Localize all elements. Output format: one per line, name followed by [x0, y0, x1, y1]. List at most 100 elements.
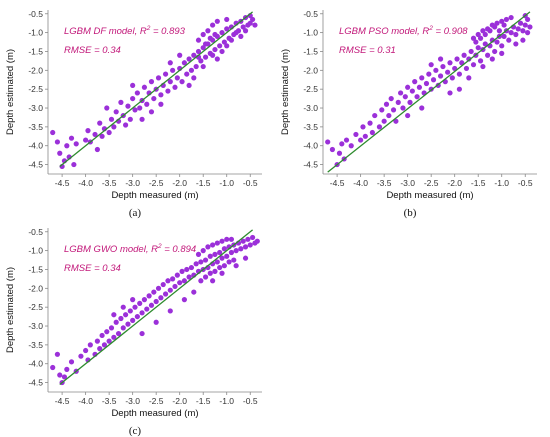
x-tick-label: -4.0: [78, 178, 93, 188]
data-point: [210, 242, 216, 248]
data-point: [489, 56, 495, 62]
data-point: [210, 278, 216, 284]
data-point: [447, 90, 453, 96]
data-point: [499, 43, 505, 49]
y-axis-title: Depth estimated (m): [5, 267, 16, 353]
y-tick-label: -0.5: [28, 227, 43, 237]
data-point: [221, 39, 227, 45]
annotation-r2: LGBM DF model, R2 = 0.893: [64, 25, 186, 37]
y-axis-title: Depth estimated (m): [5, 49, 16, 135]
data-point: [228, 249, 235, 256]
data-point: [151, 95, 157, 102]
data-point: [249, 16, 256, 23]
data-point: [247, 242, 253, 248]
x-tick-label: -3.5: [102, 396, 117, 406]
data-point: [390, 107, 397, 113]
data-point: [494, 39, 500, 45]
y-tick-label: -4.5: [303, 160, 318, 170]
y-tick-label: -3.0: [28, 103, 43, 113]
data-point: [50, 364, 56, 371]
data-point: [167, 308, 173, 314]
data-point: [217, 249, 223, 256]
y-tick-label: -1.0: [28, 246, 43, 256]
data-point: [144, 101, 150, 107]
data-point: [181, 60, 187, 66]
x-tick-label: -3.0: [125, 178, 140, 188]
y-tick-label: -3.5: [28, 122, 43, 132]
data-point: [202, 54, 209, 60]
data-point: [153, 298, 159, 305]
data-point: [50, 129, 56, 136]
data-point: [54, 139, 61, 145]
data-point: [238, 246, 244, 252]
data-point: [482, 31, 488, 38]
data-point: [188, 67, 195, 73]
data-point: [480, 28, 486, 34]
data-point: [160, 281, 166, 288]
data-point: [508, 30, 514, 36]
data-point: [501, 33, 507, 39]
data-point: [224, 26, 230, 32]
data-point: [477, 58, 484, 64]
data-point: [125, 103, 131, 109]
data-point: [430, 77, 437, 83]
x-tick-label: -1.5: [471, 178, 486, 188]
data-point: [221, 263, 227, 269]
data-point: [247, 20, 253, 26]
data-point: [141, 84, 148, 90]
data-point: [437, 56, 444, 62]
data-point: [61, 374, 68, 380]
data-point: [503, 16, 510, 23]
data-point: [158, 101, 164, 107]
data-point: [200, 63, 206, 70]
data-point: [219, 270, 225, 276]
annotation-value: = 0.894: [162, 244, 197, 255]
data-point: [513, 31, 519, 38]
data-point: [219, 30, 225, 36]
data-point: [141, 297, 148, 303]
data-point: [461, 52, 467, 58]
data-point: [513, 41, 519, 47]
data-point: [515, 26, 521, 32]
data-point: [249, 234, 256, 241]
data-point: [118, 99, 124, 105]
data-point: [524, 30, 531, 36]
data-point: [329, 146, 336, 153]
data-point: [198, 278, 204, 284]
x-axis-title: Depth measured (m): [111, 190, 198, 201]
data-point: [134, 313, 140, 320]
data-point: [57, 150, 63, 156]
data-point: [233, 263, 239, 269]
data-point: [470, 62, 477, 68]
data-point: [139, 116, 145, 122]
data-point: [221, 246, 227, 252]
data-point: [134, 90, 140, 96]
data-point: [463, 65, 470, 72]
data-point: [132, 107, 138, 113]
data-point: [167, 79, 173, 85]
data-point: [386, 112, 392, 119]
y-tick-label: -3.0: [28, 321, 43, 331]
y-tick-label: -1.0: [28, 28, 43, 38]
data-point: [125, 321, 131, 327]
y-axis-title: Depth estimated (m): [280, 49, 291, 135]
data-point: [470, 35, 477, 41]
data-point: [254, 238, 260, 244]
data-point: [242, 244, 249, 250]
data-point: [167, 60, 173, 66]
data-point: [492, 48, 498, 55]
data-point: [231, 257, 237, 263]
panel-label: (b): [404, 207, 417, 219]
data-point: [146, 293, 152, 299]
data-point: [400, 105, 406, 111]
data-point: [73, 141, 79, 147]
x-tick-label: -4.5: [55, 396, 70, 406]
x-axis-title: Depth measured (m): [111, 408, 198, 419]
data-point: [198, 259, 204, 265]
data-point: [78, 353, 84, 359]
data-point: [517, 20, 524, 26]
data-point: [419, 105, 425, 111]
annotation-sup: 2: [428, 25, 433, 32]
data-point: [214, 259, 220, 265]
data-point: [499, 50, 505, 56]
